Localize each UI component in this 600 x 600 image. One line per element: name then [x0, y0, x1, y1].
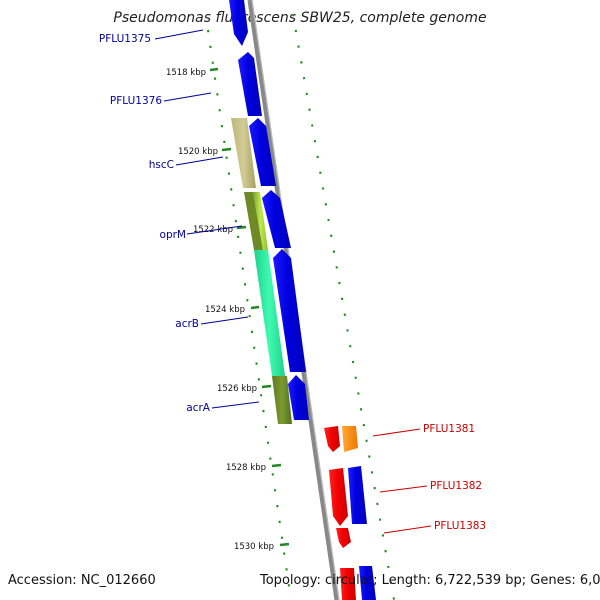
gene-label-hscc[interactable]: hscC	[149, 159, 174, 171]
ruler-tick-label: 1526 kbp	[217, 384, 257, 394]
ruler-tick	[261, 384, 272, 389]
ruler-tick	[271, 463, 282, 468]
ruler-tick-label: 1518 kbp	[166, 68, 206, 78]
topology-text: Topology: circular; Length: 6,722,539 bp…	[260, 573, 600, 588]
leader-line	[175, 156, 224, 166]
gene-label-pflu1375[interactable]: PFLU1375	[99, 33, 151, 45]
ruler-tick	[209, 67, 219, 72]
left-label-leaders	[154, 29, 260, 409]
feature-hscc[interactable]	[231, 118, 256, 188]
leader-line	[163, 92, 212, 102]
leader-line	[186, 225, 243, 235]
cds-arrow-pflu1383[interactable]	[336, 528, 351, 548]
leader-line	[372, 428, 421, 437]
inner-ruler-track	[207, 29, 293, 600]
feature-oprm-dark[interactable]	[244, 192, 263, 250]
ruler-major-ticks	[209, 67, 290, 547]
leader-line	[200, 316, 249, 325]
cds-arrow-pflu1384[interactable]	[340, 568, 356, 600]
ruler-tick	[279, 542, 290, 547]
feature-oprm-light[interactable]	[253, 192, 268, 250]
cds-arrow-pflu1375[interactable]	[229, 0, 248, 46]
leader-line	[211, 401, 260, 409]
cds-arrow-pflu1378[interactable]	[262, 190, 291, 248]
cds-arrow-pflu1381b[interactable]	[342, 426, 358, 452]
gene-label-acra[interactable]: acrA	[186, 402, 211, 414]
gene-label-pflu1381[interactable]: PFLU1381	[423, 423, 475, 435]
leader-line	[154, 29, 204, 40]
gene-label-oprm[interactable]: oprM	[160, 229, 186, 241]
cds-arrow-acrb-strand[interactable]	[273, 249, 306, 372]
outer-ruler-track	[292, 13, 395, 600]
reverse-strand-cds[interactable]	[324, 426, 376, 600]
map-title: Pseudomonas fluorescens SBW25, complete …	[113, 10, 487, 26]
cds-arrow-pflu1376[interactable]	[238, 52, 262, 116]
right-gene-labels[interactable]: PFLU1381 PFLU1382 PFLU1383	[423, 423, 486, 532]
feature-bands[interactable]	[231, 118, 292, 424]
cds-arrow-pflu1384b[interactable]	[359, 566, 376, 600]
leader-line	[383, 525, 432, 534]
cds-arrow-pflu1382[interactable]	[329, 468, 348, 526]
gene-label-pflu1383[interactable]: PFLU1383	[434, 520, 486, 532]
feature-acrb[interactable]	[254, 250, 285, 376]
feature-acra[interactable]	[272, 376, 292, 424]
ruler-tick-label: 1520 kbp	[178, 147, 218, 157]
gene-label-acrb[interactable]: acrB	[175, 318, 199, 330]
gene-label-pflu1376[interactable]: PFLU1376	[110, 95, 162, 107]
cds-arrow-pflu1382b[interactable]	[348, 466, 367, 524]
cds-arrow-pflu1381[interactable]	[324, 426, 340, 452]
gene-label-pflu1382[interactable]: PFLU1382	[430, 480, 482, 492]
leader-line	[379, 485, 428, 493]
cds-arrow-pflu1380[interactable]	[288, 375, 309, 420]
ruler-tick-label: 1528 kbp	[226, 463, 266, 473]
accession-text: Accession: NC_012660	[8, 573, 156, 588]
left-gene-labels[interactable]: PFLU1375 PFLU1376 hscC oprM acrB acrA	[99, 33, 211, 414]
ruler-tick	[250, 305, 260, 310]
right-label-leaders	[372, 428, 432, 534]
forward-strand-cds[interactable]	[229, 0, 309, 420]
ruler-tick-label: 1530 kbp	[234, 542, 274, 552]
ruler-tick	[236, 225, 247, 230]
cds-arrow-pflu1377[interactable]	[249, 118, 276, 186]
ruler-tick-label: 1524 kbp	[205, 305, 245, 315]
ruler-tick	[221, 147, 232, 152]
